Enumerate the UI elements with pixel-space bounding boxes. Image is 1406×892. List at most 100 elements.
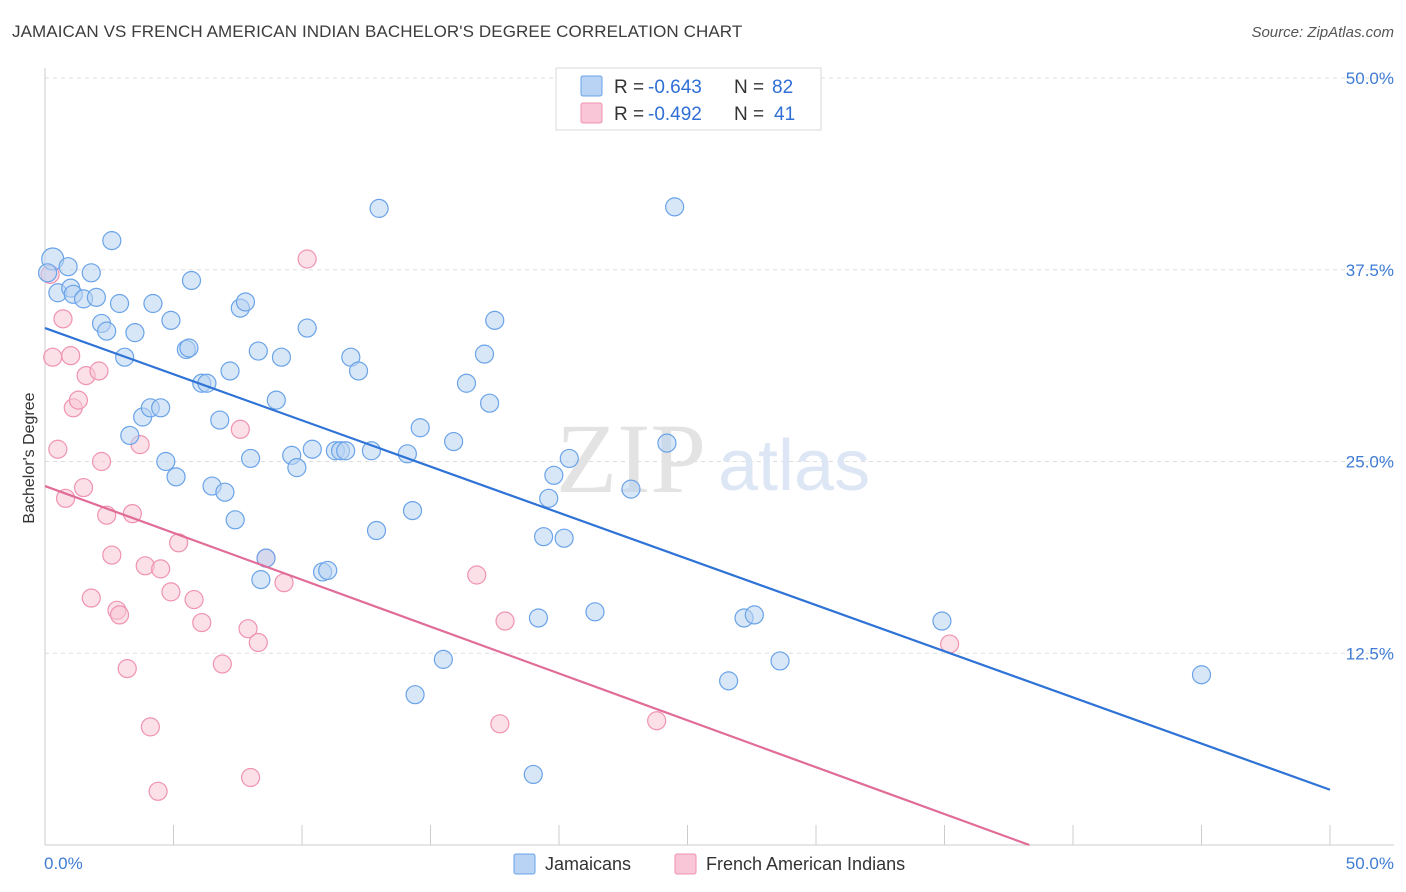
point-jamaicans — [161, 310, 181, 330]
point-french-american-indians — [53, 309, 73, 329]
legend-r-value-1: -0.492 — [648, 104, 702, 125]
point-french-american-indians — [73, 477, 94, 498]
point-jamaicans — [433, 649, 453, 669]
legend-n-value-0: 82 — [772, 77, 793, 98]
x-tick-label-max: 50.0% — [1346, 854, 1394, 873]
point-french-american-indians — [230, 419, 250, 439]
point-jamaicans — [554, 528, 574, 548]
point-jamaicans — [665, 197, 685, 217]
point-jamaicans — [539, 488, 559, 508]
point-jamaicans — [621, 479, 641, 499]
y-tick-labels: 12.5% 25.0% 37.5% 50.0% — [1346, 69, 1394, 663]
source-label: Source: ZipAtlas.com — [1251, 24, 1394, 41]
point-french-american-indians — [91, 451, 112, 472]
trend-line-jamaicans — [44, 327, 1331, 791]
point-french-american-indians — [495, 611, 515, 631]
point-french-american-indians — [61, 346, 81, 366]
point-jamaicans — [81, 263, 101, 283]
point-french-american-indians — [48, 439, 68, 459]
legend-swatch-french-american-indians — [580, 102, 603, 124]
point-jamaicans — [225, 510, 245, 530]
point-french-american-indians — [102, 545, 122, 565]
point-french-american-indians — [68, 390, 89, 410]
point-jamaicans — [297, 318, 317, 338]
y-axis-label: Bachelor's Degree — [21, 392, 38, 523]
point-jamaicans — [37, 263, 58, 283]
point-jamaicans — [58, 257, 78, 277]
point-french-american-indians — [212, 654, 232, 674]
series-legend-swatch-jamaicans — [513, 853, 536, 875]
point-jamaicans — [533, 527, 554, 547]
point-jamaicans — [156, 451, 176, 472]
series-legend-label-french-american-indians: French American Indians — [706, 854, 905, 874]
point-jamaicans — [241, 448, 261, 469]
point-jamaicans — [181, 270, 202, 291]
point-jamaicans — [444, 431, 464, 452]
point-french-american-indians — [89, 361, 109, 381]
point-jamaicans — [86, 287, 107, 307]
trend-lines — [44, 327, 1331, 847]
watermark-atlas: atlas — [718, 426, 870, 506]
y-tick-label: 25.0% — [1346, 453, 1394, 472]
point-french-american-indians — [490, 714, 510, 734]
point-french-american-indians — [297, 249, 317, 269]
point-french-american-indians — [135, 556, 155, 576]
chart-title: JAMAICAN VS FRENCH AMERICAN INDIAN BACHE… — [12, 22, 743, 41]
point-french-american-indians — [81, 588, 101, 608]
y-tick-label: 50.0% — [1346, 69, 1394, 88]
point-jamaicans — [485, 310, 505, 330]
point-jamaicans — [220, 361, 240, 381]
point-french-american-indians — [148, 781, 168, 801]
point-jamaicans — [719, 671, 739, 691]
point-jamaicans — [302, 439, 322, 459]
point-french-american-indians — [248, 632, 268, 653]
y-tick-label: 12.5% — [1346, 644, 1394, 663]
point-jamaicans — [179, 338, 199, 358]
point-french-american-indians — [238, 619, 258, 639]
point-french-american-indians — [647, 711, 667, 731]
point-jamaicans — [744, 605, 764, 625]
point-french-american-indians — [109, 605, 130, 625]
point-jamaicans — [480, 393, 500, 413]
point-jamaicans — [770, 651, 790, 671]
point-jamaicans — [287, 458, 307, 478]
point-jamaicans — [369, 198, 389, 218]
series-legend-label-jamaicans: Jamaicans — [545, 854, 631, 874]
point-french-american-indians — [151, 559, 171, 579]
point-jamaicans — [474, 344, 495, 364]
point-french-american-indians — [43, 347, 63, 367]
y-tick-label: 37.5% — [1346, 261, 1394, 280]
legend-swatch-jamaicans — [580, 75, 603, 97]
legend-n-value-1: 41 — [774, 104, 795, 125]
point-french-american-indians — [117, 658, 137, 679]
point-french-american-indians — [184, 589, 204, 610]
point-jamaicans — [109, 293, 130, 314]
point-jamaicans — [585, 602, 605, 622]
point-jamaicans — [215, 482, 235, 502]
point-jamaicans — [410, 418, 430, 438]
point-jamaicans — [405, 685, 425, 705]
series-legend-swatch-french-american-indians — [674, 853, 697, 875]
legend-r-label-0: R = — [614, 77, 644, 98]
point-french-american-indians — [55, 488, 76, 508]
point-jamaicans — [348, 361, 369, 381]
point-jamaicans — [932, 611, 952, 631]
point-jamaicans — [544, 465, 564, 485]
series-legend: Jamaicans French American Indians — [513, 853, 905, 875]
scatter-points — [37, 197, 1212, 801]
point-jamaicans — [166, 467, 186, 487]
point-jamaicans — [120, 425, 140, 446]
gridlines — [45, 77, 1394, 654]
point-jamaicans — [657, 433, 677, 453]
point-jamaicans — [336, 441, 356, 461]
point-jamaicans — [402, 500, 423, 521]
legend-n-label-1: N = — [734, 104, 764, 125]
point-french-american-indians — [467, 565, 487, 585]
legend-r-label-1: R = — [614, 104, 644, 125]
point-jamaicans — [366, 520, 387, 541]
point-french-american-indians — [161, 582, 181, 602]
point-jamaicans — [456, 373, 477, 393]
legend-r-value-0: -0.643 — [648, 77, 702, 98]
point-jamaicans — [151, 398, 171, 418]
point-jamaicans — [210, 410, 230, 430]
